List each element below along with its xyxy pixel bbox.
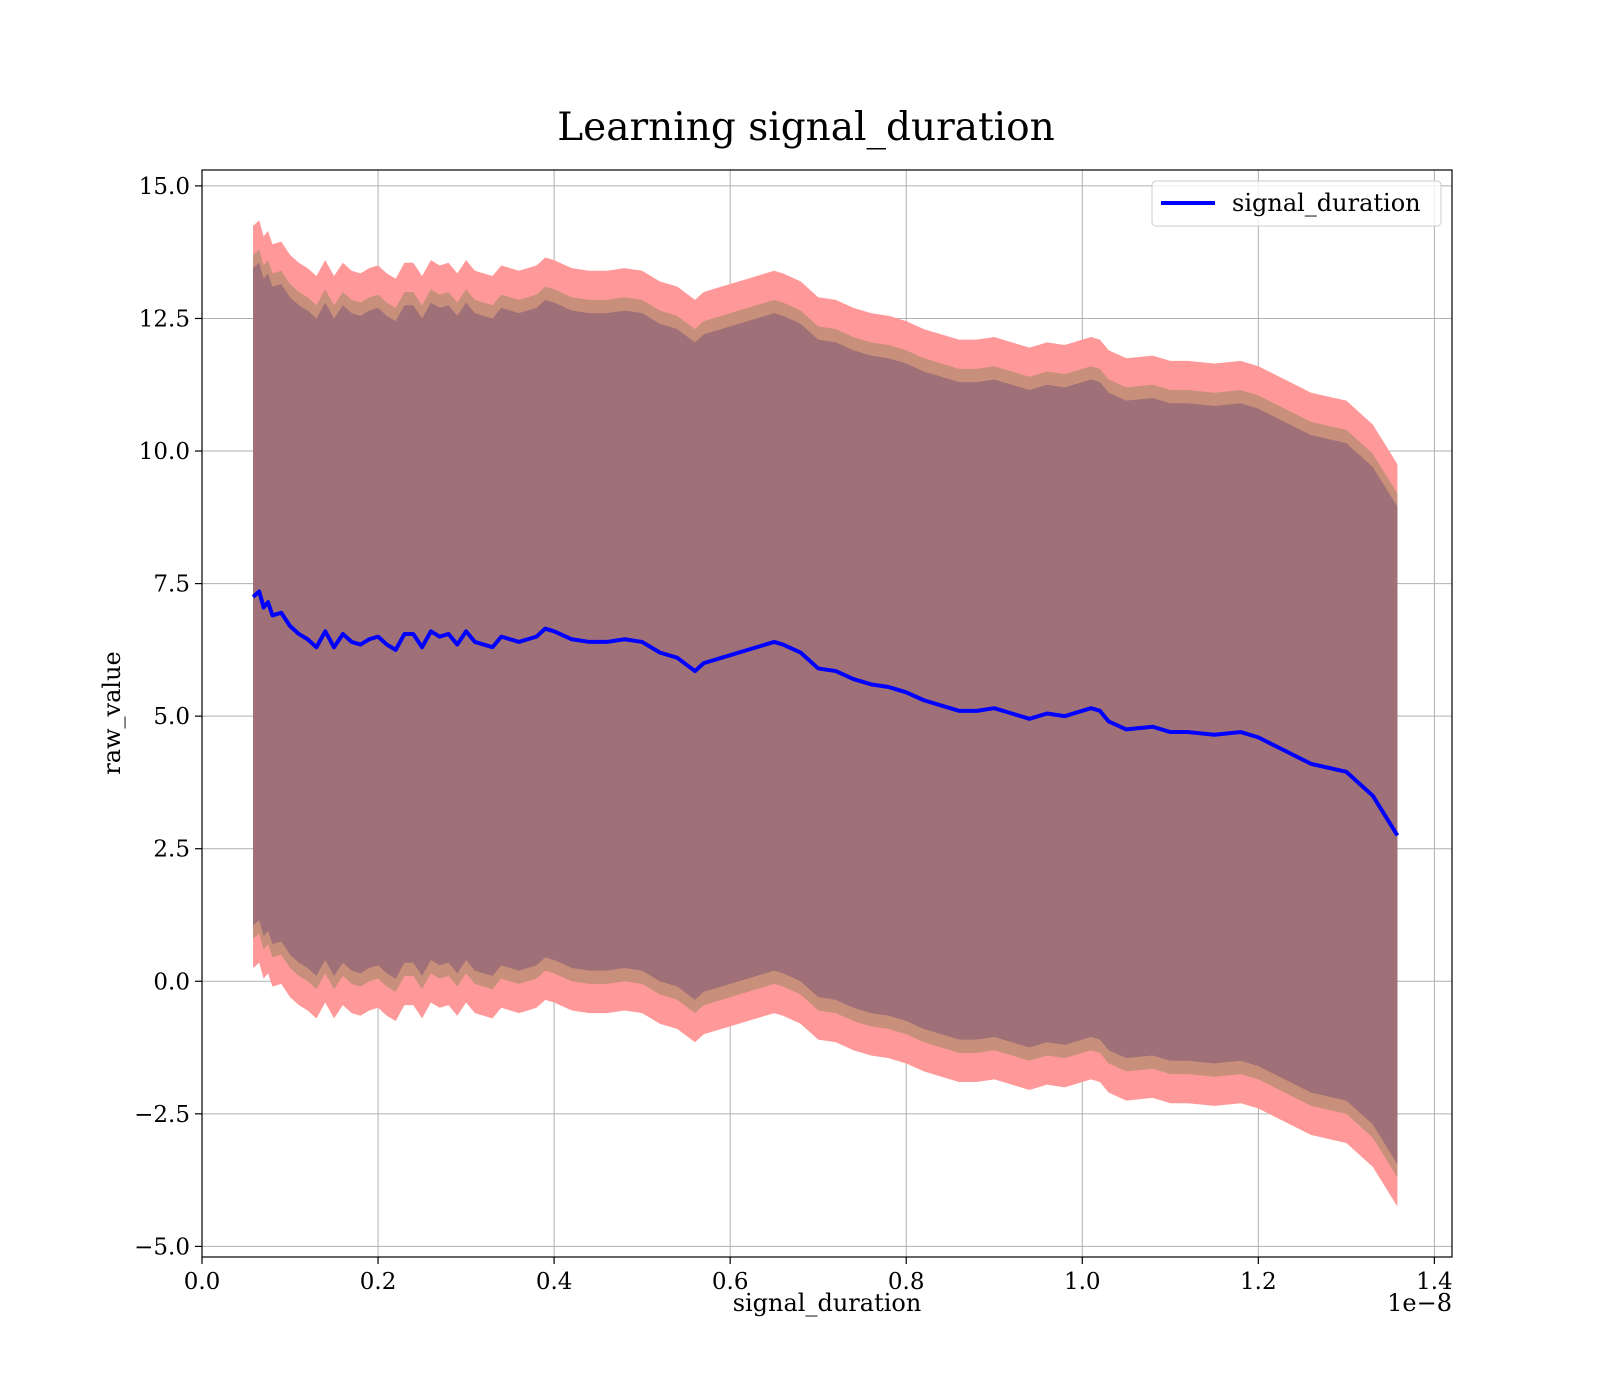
- legend-entry-label: signal_duration: [1232, 189, 1421, 217]
- y-tick-label: 10.0: [139, 439, 190, 465]
- y-tick-label: −5.0: [134, 1234, 190, 1260]
- y-axis-ticks: −5.0 −2.5 0.0 2.5 5.0 7.5 10.0 12.5 15.0: [134, 174, 202, 1260]
- confidence-bands: [253, 220, 1398, 1207]
- x-tick-label: 1.4: [1416, 1269, 1453, 1295]
- plot-frame: [201, 169, 1453, 1258]
- y-tick-label: 2.5: [153, 837, 190, 863]
- x-axis-offset-label: 1e−8: [1387, 1289, 1452, 1317]
- x-tick-label: 0.2: [360, 1269, 397, 1295]
- x-axis-label: signal_duration: [733, 1289, 922, 1317]
- x-tick-label: 1.0: [1064, 1269, 1101, 1295]
- x-tick-label: 1.2: [1240, 1269, 1277, 1295]
- y-tick-label: 15.0: [139, 174, 190, 200]
- x-tick-label: 0.0: [184, 1269, 221, 1295]
- y-axis-label: raw_value: [98, 651, 126, 775]
- band-inner: [253, 262, 1398, 1165]
- x-tick-label: 0.4: [536, 1269, 573, 1295]
- x-tick-label: 0.8: [888, 1269, 925, 1295]
- chart-title: Learning signal_duration: [557, 105, 1054, 150]
- legend: signal_duration: [1151, 180, 1442, 227]
- y-tick-label: −2.5: [134, 1102, 190, 1128]
- x-axis-ticks: 0.0 0.2 0.4 0.6 0.8 1.0 1.2 1.4: [184, 1257, 1453, 1295]
- y-tick-label: 7.5: [153, 572, 190, 598]
- y-tick-label: 5.0: [153, 704, 190, 730]
- x-tick-label: 0.6: [712, 1269, 749, 1295]
- series-line-signal-duration: [251, 589, 1400, 837]
- y-tick-label: 12.5: [139, 306, 190, 332]
- y-tick-label: 0.0: [153, 969, 190, 995]
- series-lines: [251, 589, 1400, 837]
- legend-box: [1151, 180, 1442, 227]
